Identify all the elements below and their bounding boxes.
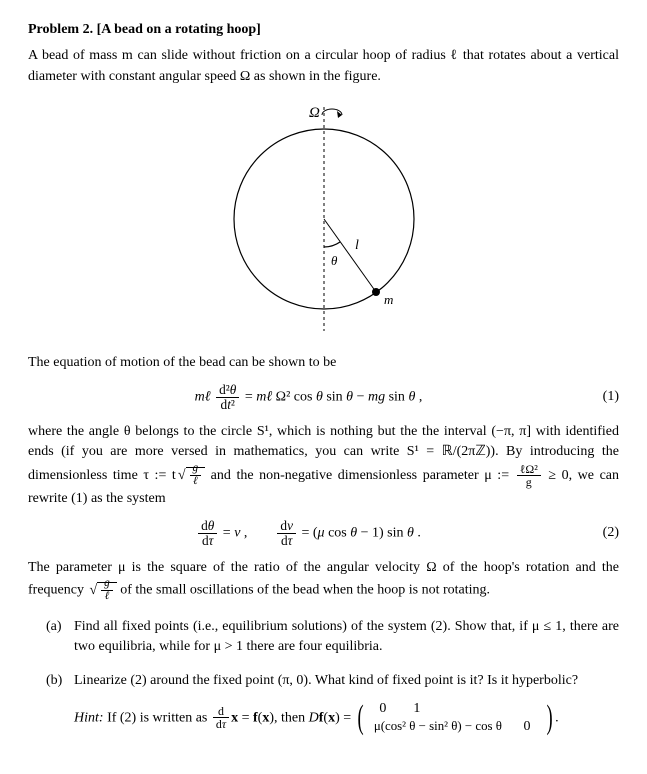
item-b-label: (b): [46, 671, 74, 736]
equation-1-row: mℓ d²θdt² = mℓ Ω² cos θ sin θ − mg sin θ…: [28, 383, 619, 412]
theta-label: θ: [331, 253, 338, 268]
title-prefix: Problem 2.: [28, 22, 97, 37]
item-b-text: Linearize (2) around the fixed point (π,…: [74, 673, 578, 688]
trailing-period: .: [555, 710, 559, 725]
title-bracket: [A bead on a rotating hoop]: [97, 22, 261, 37]
equation-2-row: dθdτ = ν , dνdτ = (μ cos θ − 1) sin θ . …: [28, 519, 619, 548]
sub-problem-a: (a) Find all fixed points (i.e., equilib…: [46, 617, 619, 658]
sub-problem-b: (b) Linearize (2) around the fixed point…: [46, 671, 619, 736]
equation-1-number: (1): [589, 387, 619, 407]
intro-paragraph: A bead of mass m can slide without frict…: [28, 46, 619, 87]
item-a-body: Find all fixed points (i.e., equilibrium…: [74, 617, 619, 658]
omega-label: Ω: [309, 105, 320, 121]
eom-lead: The equation of motion of the bead can b…: [28, 353, 619, 373]
jacobian-matrix: 0 1 μ(cos² θ − sin² θ) − cos θ 0: [366, 700, 544, 736]
m-r1c1: 0: [366, 700, 400, 718]
ell-label: l: [355, 238, 359, 253]
para2-b: and the non-negative dimensionless param…: [205, 468, 515, 483]
theta-arc: [324, 242, 340, 247]
sqrt-g-over-l-2: gℓ: [87, 578, 116, 603]
hint-label: Hint:: [74, 710, 104, 725]
mu-definition-frac: ℓΩ²g: [517, 463, 541, 489]
equation-2-number: (2): [589, 523, 619, 543]
para3-b: of the small oscillations of the bead wh…: [117, 583, 490, 598]
item-a-label: (a): [46, 617, 74, 658]
problem-title: Problem 2. [A bead on a rotating hoop]: [28, 20, 619, 40]
bead-point: [372, 288, 380, 296]
hoop-figure: Ω l θ m: [28, 99, 619, 339]
hint-block: Hint: If (2) is written as ddτx = f(x), …: [74, 700, 619, 736]
item-b-body: Linearize (2) around the fixed point (π,…: [74, 671, 619, 736]
m-r1c2: 1: [400, 700, 434, 718]
sub-problems: (a) Find all fixed points (i.e., equilib…: [46, 617, 619, 736]
equation-2: dθdτ = ν , dνdτ = (μ cos θ − 1) sin θ .: [28, 519, 589, 548]
sqrt-g-over-l: gℓ: [176, 463, 205, 488]
intro-text: A bead of mass m can slide without frict…: [28, 48, 619, 83]
mass-label: m: [384, 292, 393, 307]
paragraph-3: The parameter μ is the square of the rat…: [28, 558, 619, 603]
equation-1: mℓ d²θdt² = mℓ Ω² cos θ sin θ − mg sin θ…: [28, 383, 589, 412]
paragraph-2: where the angle θ belongs to the circle …: [28, 422, 619, 509]
m-r2c2: 0: [510, 718, 544, 736]
hint-text-a: If (2) is written as: [104, 710, 211, 725]
hoop-svg: Ω l θ m: [204, 99, 444, 339]
m-r2c1: μ(cos² θ − sin² θ) − cos θ: [366, 718, 510, 736]
